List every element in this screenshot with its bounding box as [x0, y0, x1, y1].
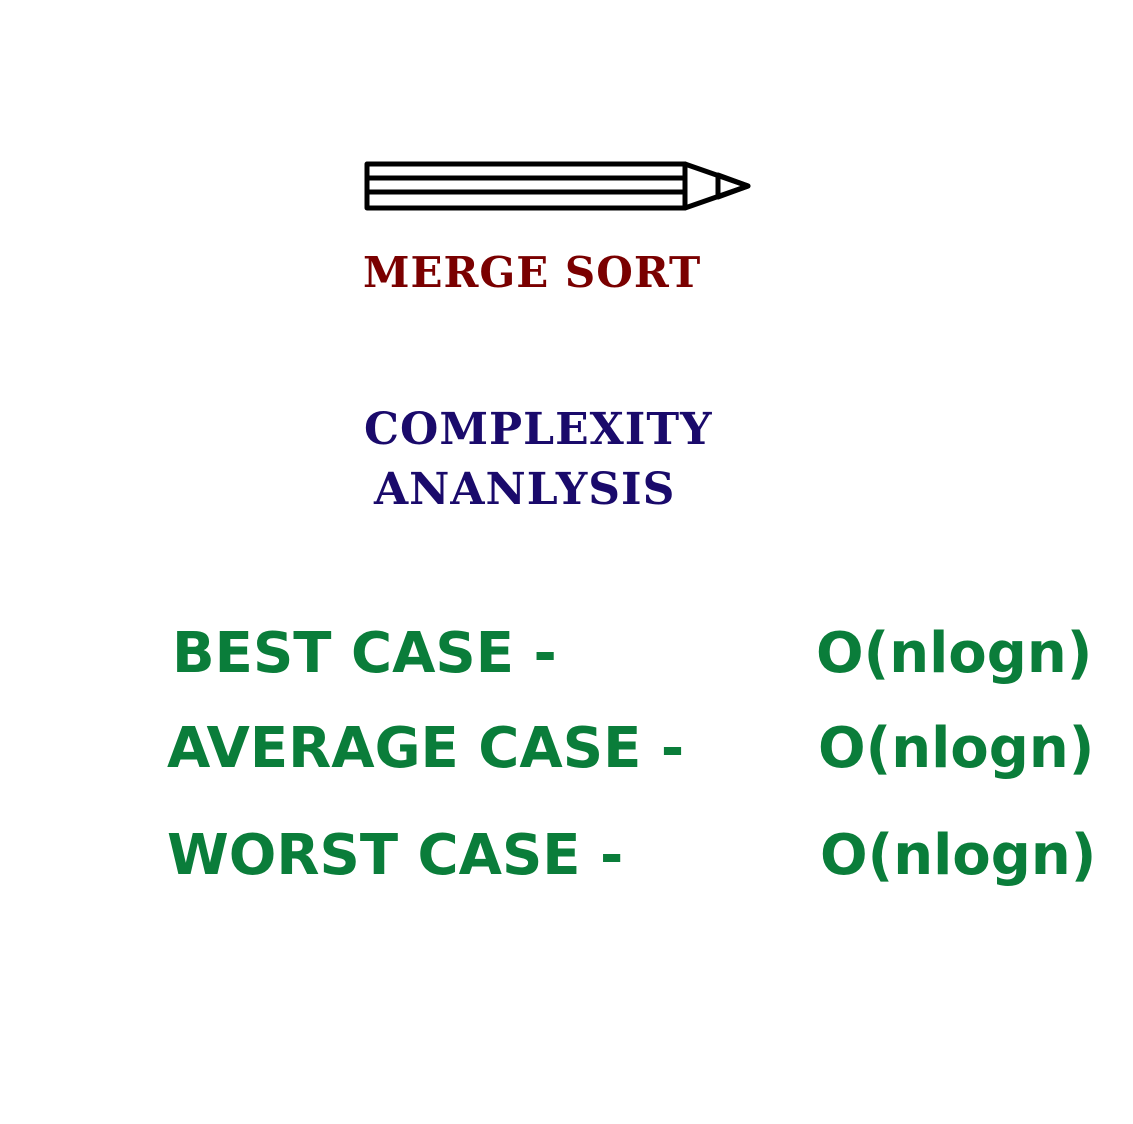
page-title: MERGE SORT [363, 248, 702, 297]
worst-case-label: WORST CASE - [167, 823, 624, 888]
best-case-label: BEST CASE - [172, 621, 557, 686]
worst-case-value: O(nlogn) [820, 823, 1097, 888]
average-case-value: O(nlogn) [818, 716, 1095, 781]
subtitle-line-2: ANANLYSIS [374, 464, 676, 515]
pencil-icon [364, 161, 751, 211]
best-case-value: O(nlogn) [816, 621, 1093, 686]
average-case-label: AVERAGE CASE - [167, 716, 685, 781]
subtitle-line-1: COMPLEXITY [364, 404, 713, 455]
